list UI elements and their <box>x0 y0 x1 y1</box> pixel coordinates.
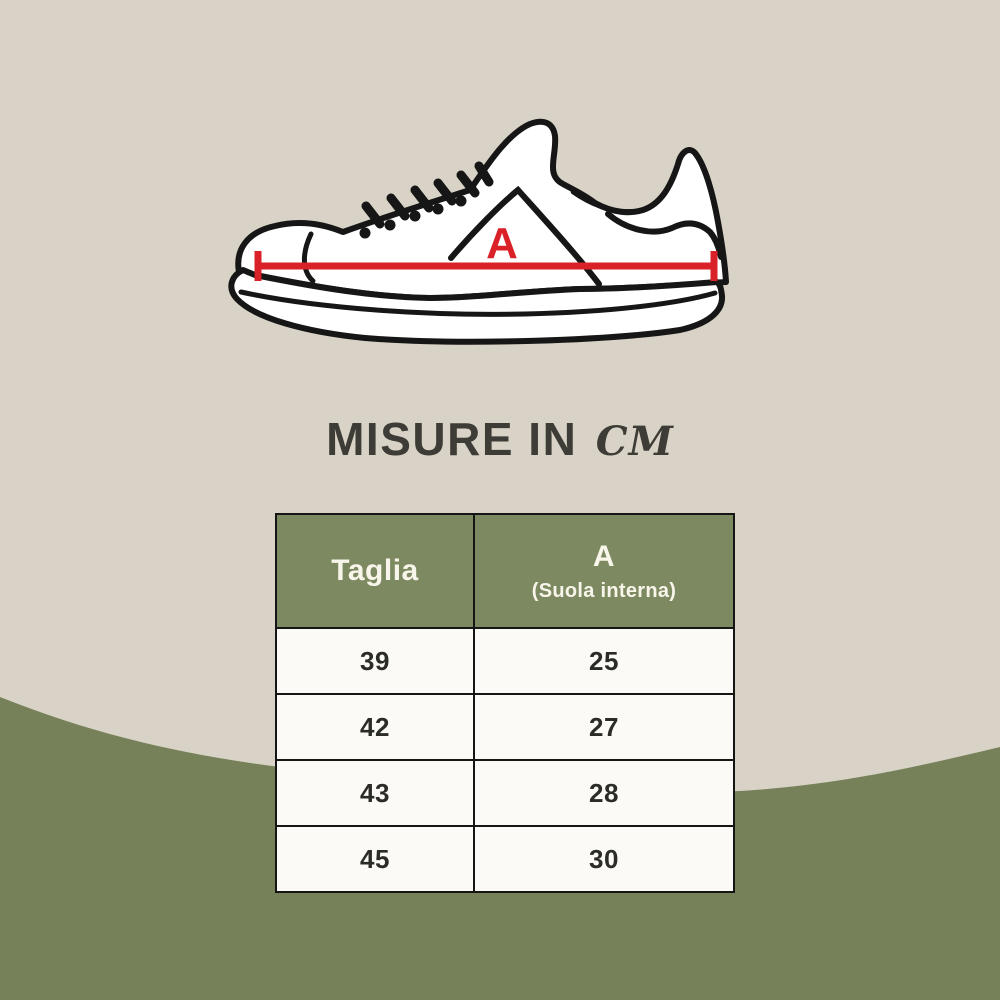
table-row: 39 25 <box>275 627 735 695</box>
header-measure-a: A (Suola interna) <box>473 513 735 629</box>
size-table-header-row: Taglia A (Suola interna) <box>275 513 735 629</box>
cell-taglia: 39 <box>275 627 475 695</box>
table-row: 45 30 <box>275 825 735 893</box>
header-measure-a-label: A <box>592 539 616 573</box>
lace-loops <box>361 161 494 229</box>
table-row: 42 27 <box>275 693 735 761</box>
cell-a: 27 <box>473 693 735 761</box>
title-main-text: MISURE IN <box>326 413 578 465</box>
sneaker-illustration: A <box>228 118 729 345</box>
measure-line-A: A <box>254 219 718 281</box>
page-title: MISURE IN CM <box>0 412 1000 466</box>
table-row: 43 28 <box>275 759 735 827</box>
cell-a: 25 <box>473 627 735 695</box>
measure-label: A <box>486 219 518 268</box>
title-unit-text: CM <box>595 418 674 465</box>
header-measure-a-sub: (Suola interna) <box>531 579 677 602</box>
header-taglia: Taglia <box>275 513 475 629</box>
size-table: Taglia A (Suola interna) 39 25 42 27 43 … <box>275 513 735 893</box>
sneaker-seams <box>238 185 724 317</box>
sneaker-outline <box>228 118 729 345</box>
cell-a: 30 <box>473 825 735 893</box>
cell-taglia: 45 <box>275 825 475 893</box>
cell-a: 28 <box>473 759 735 827</box>
cell-taglia: 43 <box>275 759 475 827</box>
cell-taglia: 42 <box>275 693 475 761</box>
lace-eyelets <box>359 195 467 239</box>
